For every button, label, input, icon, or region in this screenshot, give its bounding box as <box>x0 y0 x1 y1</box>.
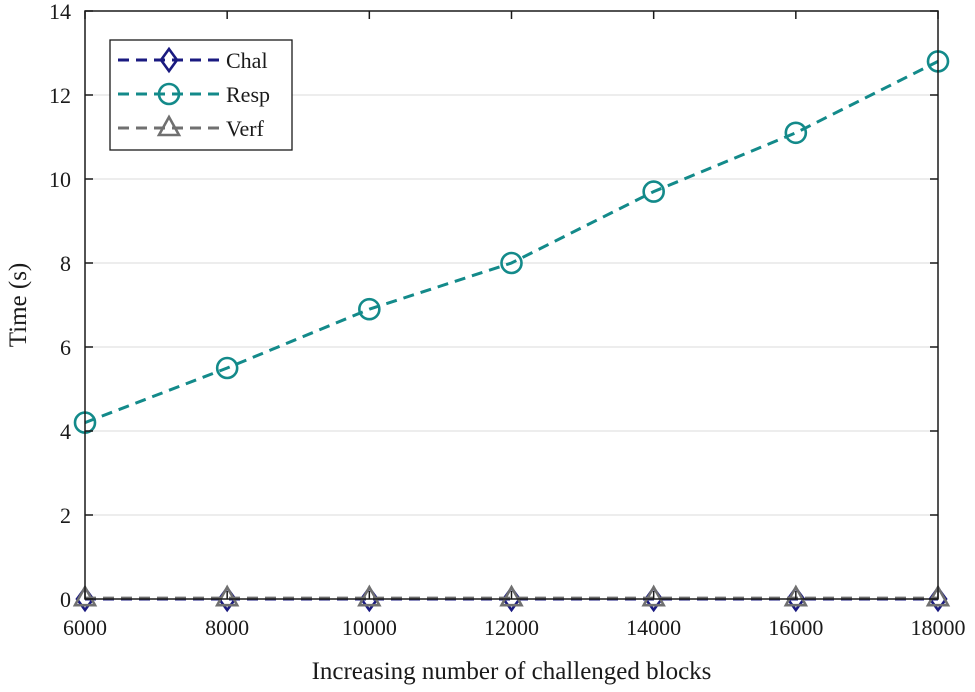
series-line-resp <box>84 60 939 425</box>
x-tick-label: 10000 <box>342 615 397 640</box>
legend-item-chal: Chal <box>118 46 268 74</box>
point-resp <box>358 297 381 321</box>
legend-marker-chal <box>159 46 179 74</box>
point-resp <box>215 356 239 380</box>
point-verf <box>72 584 98 607</box>
y-tick-label: 0 <box>60 587 71 612</box>
point-verf <box>925 584 951 607</box>
x-tick-label: 18000 <box>911 615 966 640</box>
y-tick-label: 8 <box>60 251 71 276</box>
y-tick-label: 4 <box>60 419 71 444</box>
point-verf <box>214 584 240 607</box>
y-tick-label: 12 <box>49 83 71 108</box>
grid-lines <box>85 94 938 516</box>
y-tick-label: 6 <box>60 335 71 360</box>
y-tick-label: 2 <box>60 503 71 528</box>
axis-ticks <box>84 10 939 600</box>
legend-label-resp: Resp <box>226 82 270 107</box>
legend-item-verf: Verf <box>118 114 265 141</box>
legend-marker-resp <box>157 82 181 106</box>
x-axis-title: Increasing number of challenged blocks <box>312 658 712 685</box>
point-resp <box>500 251 523 275</box>
legend-label-chal: Chal <box>226 48 268 73</box>
point-verf <box>499 584 524 607</box>
point-resp <box>642 180 665 203</box>
x-tick-label: 12000 <box>484 615 539 640</box>
tick-labels: 6000 8000 10000 12000 14000 16000 18000 0 2 4 6 8 10… <box>49 0 966 640</box>
legend-marker-verf <box>156 114 182 137</box>
y-axis-title: Time (s) <box>5 263 32 348</box>
x-tick-label: 16000 <box>768 615 823 640</box>
legend-label-verf: Verf <box>226 116 265 141</box>
point-resp <box>784 121 808 145</box>
x-tick-label: 14000 <box>626 615 681 640</box>
point-verf <box>641 584 666 607</box>
legend-item-resp: Resp <box>118 82 270 107</box>
x-tick-label: 6000 <box>63 615 107 640</box>
point-verf <box>357 584 382 607</box>
y-tick-label: 14 <box>49 0 71 24</box>
point-verf <box>783 584 809 607</box>
y-tick-label: 10 <box>49 167 71 192</box>
legend: Chal Resp Verf <box>109 39 293 151</box>
x-tick-label: 8000 <box>205 615 249 640</box>
